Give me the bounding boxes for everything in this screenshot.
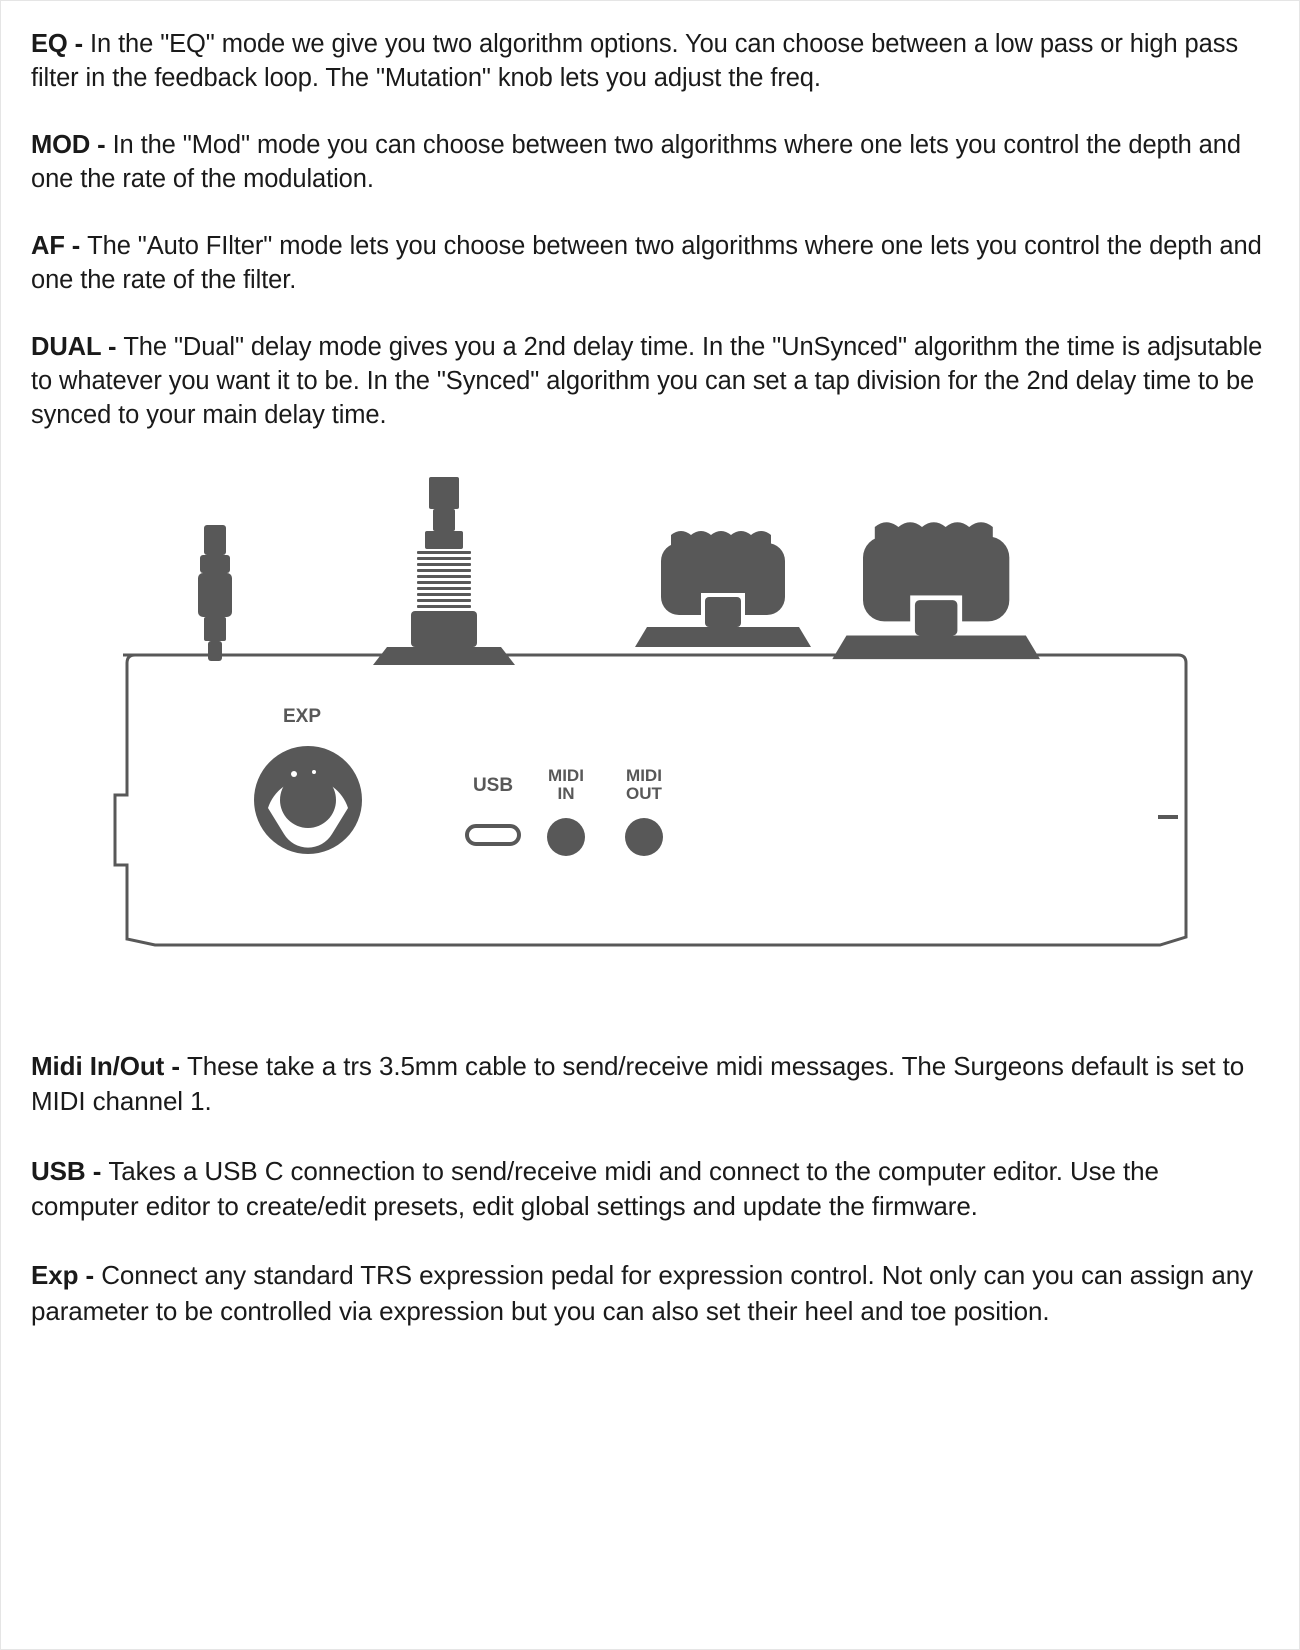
mode-block-dual: DUAL - The "Dual" delay mode gives you a… [31, 330, 1269, 433]
port-text: These take a trs 3.5mm cable to send/rec… [31, 1051, 1244, 1116]
port-text: Takes a USB C connection to send/receive… [31, 1156, 1159, 1221]
port-block-exp: Exp - Connect any standard TRS expressio… [31, 1258, 1269, 1329]
mode-label: DUAL - [31, 333, 123, 361]
svg-text:MIDI: MIDI [548, 766, 584, 785]
svg-text:OUT: OUT [626, 784, 663, 803]
port-block-usb: USB - Takes a USB C connection to send/r… [31, 1154, 1269, 1225]
mode-block-mod: MOD - In the "Mod" mode you can choose b… [31, 128, 1269, 197]
mode-text: The "Auto FIlter" mode lets you choose b… [31, 232, 1262, 294]
pedal-diagram: EXPUSBMIDIINMIDIOUT [103, 465, 1198, 955]
port-block-midi: Midi In/Out - These take a trs 3.5mm cab… [31, 1049, 1269, 1120]
mode-block-af: AF - The "Auto FIlter" mode lets you cho… [31, 229, 1269, 298]
pedal-diagram-wrap: EXPUSBMIDIINMIDIOUT [31, 465, 1269, 955]
mode-label: MOD - [31, 131, 113, 159]
port-label: USB - [31, 1156, 108, 1186]
port-label: Exp - [31, 1260, 101, 1290]
mode-label: AF - [31, 232, 87, 260]
svg-text:USB: USB [472, 775, 512, 796]
svg-text:IN: IN [557, 784, 574, 803]
mode-text: In the "EQ" mode we give you two algorit… [31, 30, 1238, 92]
mode-text: The "Dual" delay mode gives you a 2nd de… [31, 333, 1262, 430]
svg-text:MIDI: MIDI [626, 766, 662, 785]
port-text: Connect any standard TRS expression peda… [31, 1260, 1253, 1325]
mode-block-eq: EQ - In the "EQ" mode we give you two al… [31, 27, 1269, 96]
mode-text: In the "Mod" mode you can choose between… [31, 131, 1241, 193]
svg-text:EXP: EXP [282, 706, 320, 727]
port-label: Midi In/Out - [31, 1051, 187, 1081]
mode-label: EQ - [31, 30, 90, 58]
